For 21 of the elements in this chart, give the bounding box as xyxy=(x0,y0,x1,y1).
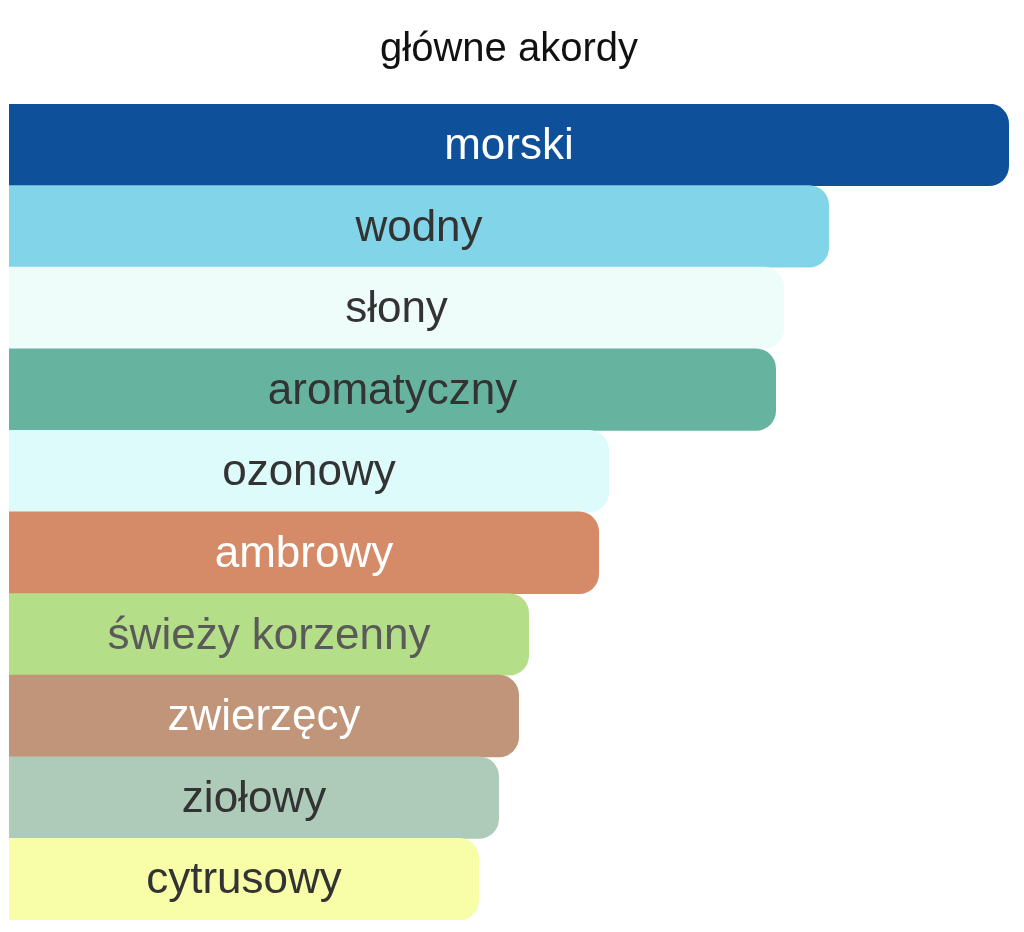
y-tick-label: ozonowy xyxy=(222,445,396,495)
y-tick-label: ziołowy xyxy=(181,771,327,821)
y-tick-label: wodny xyxy=(354,200,483,250)
y-tick-label: ambrowy xyxy=(214,526,394,576)
chart-title: główne akordy xyxy=(380,25,638,70)
y-tick-label: cytrusowy xyxy=(146,853,342,903)
y-tick-label: zwierzęcy xyxy=(167,690,361,740)
bar xyxy=(9,837,479,920)
bar xyxy=(9,756,499,839)
y-tick-label: słony xyxy=(345,282,448,332)
bar xyxy=(9,674,519,758)
bar xyxy=(9,348,776,431)
bar xyxy=(9,511,599,595)
bar xyxy=(9,185,829,268)
bar xyxy=(9,266,784,350)
y-tick-label: morski xyxy=(444,118,574,168)
bar xyxy=(9,104,1009,187)
y-tick-label: aromatyczny xyxy=(267,363,518,413)
bar xyxy=(9,429,609,513)
bar xyxy=(9,593,529,676)
y-tick-label: świeży korzenny xyxy=(107,608,431,658)
